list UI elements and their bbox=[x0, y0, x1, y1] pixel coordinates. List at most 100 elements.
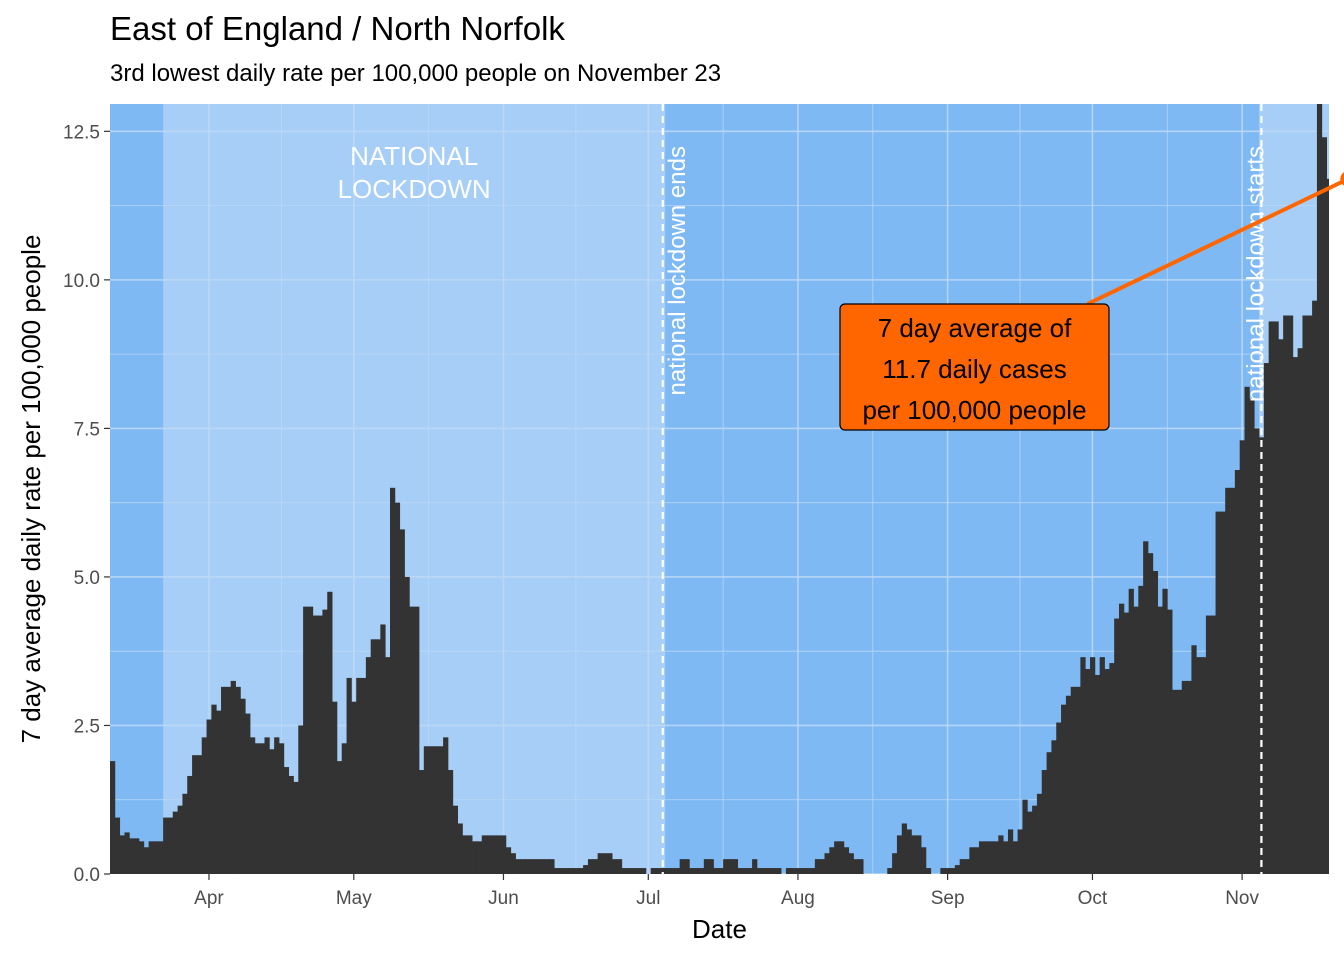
annotation-box bbox=[839, 303, 1110, 431]
bar bbox=[1022, 799, 1028, 874]
bar bbox=[993, 841, 999, 874]
bar bbox=[554, 868, 560, 874]
bar bbox=[1220, 511, 1226, 874]
bar bbox=[1147, 553, 1154, 874]
bar bbox=[1114, 618, 1120, 874]
bar bbox=[1152, 570, 1159, 874]
bar bbox=[670, 868, 676, 874]
bar bbox=[776, 868, 782, 874]
bar bbox=[583, 865, 589, 874]
bar bbox=[954, 865, 961, 874]
bar bbox=[114, 817, 121, 874]
bar bbox=[1032, 805, 1038, 874]
bar bbox=[892, 853, 898, 874]
bar bbox=[549, 859, 555, 874]
bar bbox=[158, 841, 164, 874]
bar bbox=[607, 853, 613, 874]
bar bbox=[1234, 469, 1241, 874]
bar bbox=[370, 639, 376, 874]
bar bbox=[375, 639, 381, 874]
bar bbox=[356, 677, 362, 874]
bar bbox=[969, 847, 975, 874]
bar bbox=[1191, 645, 1197, 874]
bar bbox=[510, 853, 516, 874]
y-axis-title: 7 day average daily rate per 100,000 peo… bbox=[16, 235, 46, 744]
annotation-text: 7 day average of 11.7 daily cases per 100,… bbox=[862, 313, 1086, 425]
bar bbox=[1316, 104, 1323, 874]
bar bbox=[558, 868, 565, 874]
bar bbox=[1201, 657, 1207, 874]
bar bbox=[1061, 704, 1067, 874]
bar bbox=[752, 859, 758, 874]
bar bbox=[544, 859, 550, 874]
bar bbox=[1157, 606, 1163, 874]
bar bbox=[568, 868, 574, 874]
bar bbox=[312, 615, 318, 874]
bar bbox=[974, 847, 980, 874]
bar bbox=[1268, 321, 1274, 874]
bar bbox=[1027, 811, 1033, 874]
bar bbox=[336, 761, 343, 874]
bar bbox=[1046, 752, 1052, 874]
bar bbox=[756, 868, 763, 874]
bar bbox=[520, 859, 526, 874]
x-axis-title: Date bbox=[692, 914, 747, 944]
bar bbox=[1104, 669, 1110, 874]
bar bbox=[216, 710, 222, 874]
bar bbox=[1302, 315, 1308, 874]
bar bbox=[515, 859, 521, 874]
bar bbox=[1186, 680, 1192, 874]
bar bbox=[1051, 740, 1057, 874]
bar bbox=[124, 832, 130, 874]
bar bbox=[1017, 829, 1023, 874]
bar bbox=[698, 868, 705, 874]
bar bbox=[805, 868, 811, 874]
x-tick-label: Oct bbox=[1078, 888, 1108, 909]
bar bbox=[225, 686, 232, 874]
bar bbox=[201, 737, 207, 874]
bar bbox=[394, 502, 401, 874]
bar bbox=[1138, 585, 1144, 874]
bar bbox=[167, 817, 174, 874]
x-tick-label: Aug bbox=[781, 888, 815, 909]
bar bbox=[428, 746, 434, 874]
bar bbox=[1287, 315, 1294, 874]
bar bbox=[906, 829, 912, 874]
lockdown-label-line: LOCKDOWN bbox=[338, 174, 491, 204]
bar bbox=[896, 835, 903, 874]
bar bbox=[834, 841, 840, 874]
bar bbox=[539, 859, 545, 874]
bar bbox=[433, 746, 439, 874]
bar bbox=[1094, 674, 1101, 874]
bar bbox=[530, 859, 536, 874]
bar bbox=[443, 737, 449, 874]
bar bbox=[1278, 339, 1284, 874]
bar bbox=[153, 841, 159, 874]
lockdown-label-line: NATIONAL bbox=[350, 141, 478, 171]
x-tick-label: Sep bbox=[931, 888, 965, 909]
bar bbox=[399, 529, 405, 874]
bar bbox=[240, 698, 246, 874]
bar bbox=[1225, 487, 1231, 874]
bar bbox=[293, 781, 299, 874]
bar bbox=[163, 817, 169, 874]
bar bbox=[626, 868, 632, 874]
bar bbox=[747, 868, 753, 874]
bar bbox=[636, 868, 642, 874]
bar bbox=[665, 868, 671, 874]
chart-subtitle: 3rd lowest daily rate per 100,000 people… bbox=[110, 60, 722, 87]
bars bbox=[110, 104, 1329, 874]
bar bbox=[887, 868, 893, 874]
bar bbox=[810, 868, 816, 874]
bar bbox=[1176, 689, 1183, 874]
bar bbox=[597, 853, 603, 874]
bar bbox=[578, 868, 584, 874]
bar bbox=[230, 680, 236, 874]
bar bbox=[303, 606, 309, 874]
bar bbox=[1099, 657, 1105, 874]
bar bbox=[602, 853, 608, 874]
bar bbox=[476, 841, 483, 874]
bar bbox=[1263, 363, 1270, 874]
annotation-line: per 100,000 people bbox=[862, 395, 1086, 425]
bar bbox=[911, 835, 917, 874]
